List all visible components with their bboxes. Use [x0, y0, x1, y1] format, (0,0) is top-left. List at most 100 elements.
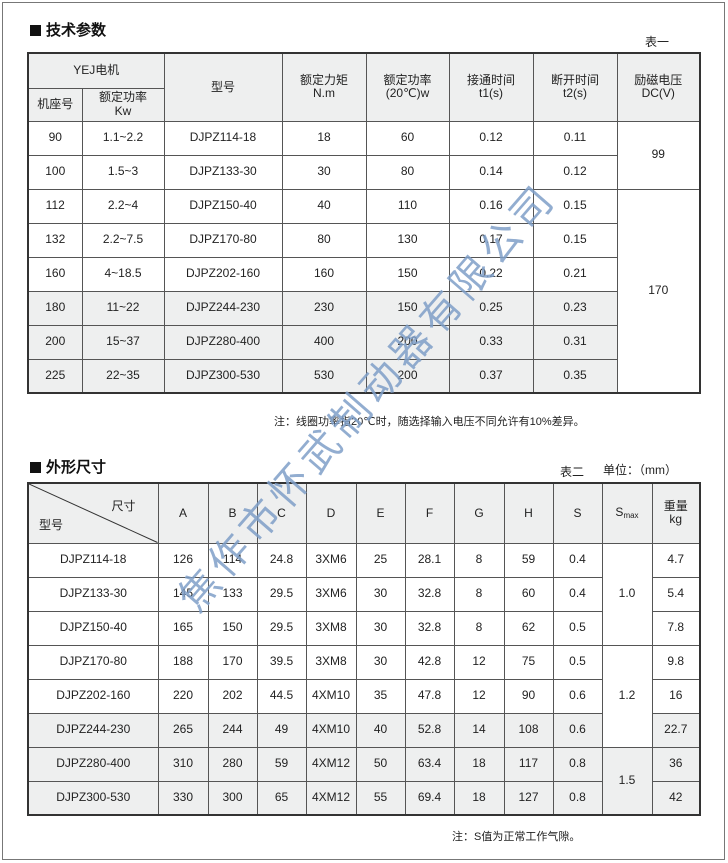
- cell-s: 0.4: [552, 542, 603, 578]
- header-weight: 重量 kg: [651, 482, 701, 544]
- cell-rated-power: 4~18.5: [81, 256, 165, 292]
- cell-weight: 36: [651, 746, 701, 782]
- header-c: C: [256, 482, 307, 544]
- cell-torque: 230: [281, 290, 367, 326]
- cell-c: 29.5: [256, 576, 307, 612]
- unit-label: 单位：（mm）: [603, 463, 677, 477]
- cell-b: 170: [207, 644, 258, 680]
- cell-c: 29.5: [256, 610, 307, 646]
- cell-e: 25: [355, 542, 406, 578]
- cell-torque: 530: [281, 358, 367, 394]
- header-smax: Smax: [601, 482, 653, 544]
- cell-frame-no: 112: [27, 188, 83, 224]
- cell-t1: 0.14: [448, 154, 534, 190]
- cell-d: 4XM12: [305, 746, 357, 782]
- cell-model: DJPZ202-160: [163, 256, 283, 292]
- cell-b: 280: [207, 746, 258, 782]
- cell-model: DJPZ133-30: [27, 576, 159, 612]
- cell-power: 130: [365, 222, 450, 258]
- cell-b: 300: [207, 780, 258, 816]
- header-model-label: 型号: [39, 518, 64, 533]
- cell-f: 28.1: [404, 542, 455, 578]
- table-row: DJPZ150-40 165 150 29.5 3XM8 30 32.8 8 62 0.5 7.8: [27, 610, 701, 646]
- cell-e: 55: [355, 780, 406, 816]
- cell-t2: 0.31: [532, 324, 618, 360]
- cell-power: 150: [365, 256, 450, 292]
- cell-power: 200: [365, 358, 450, 394]
- header-model-dimension-diagonal: 尺寸 型号: [27, 482, 159, 544]
- header-model: 型号: [163, 52, 283, 122]
- header-unit: Kw: [114, 103, 132, 118]
- table-row: DJPZ244-230 265 244 49 4XM10 40 52.8 14 108 0.6 22…: [27, 712, 701, 748]
- cell-smax: 1.5: [601, 746, 653, 816]
- cell-frame-no: 200: [27, 324, 83, 360]
- cell-dc-voltage: 99: [616, 120, 701, 190]
- cell-g: 12: [453, 678, 505, 714]
- cell-model: DJPZ280-400: [163, 324, 283, 360]
- cell-a: 220: [157, 678, 209, 714]
- header-h: H: [503, 482, 554, 544]
- cell-model: DJPZ280-400: [27, 746, 159, 782]
- header-unit: t2(s): [563, 86, 587, 101]
- header-label: S: [615, 504, 624, 519]
- cell-weight: 7.8: [651, 610, 701, 646]
- header-unit: t1(s): [479, 86, 503, 101]
- cell-b: 114: [207, 542, 258, 578]
- cell-smax: 1.2: [601, 644, 653, 748]
- cell-weight: 9.8: [651, 644, 701, 680]
- cell-g: 12: [453, 644, 505, 680]
- cell-b: 202: [207, 678, 258, 714]
- cell-rated-power: 15~37: [81, 324, 165, 360]
- header-unit: kg: [669, 512, 683, 527]
- cell-torque: 400: [281, 324, 367, 360]
- table-row: 180 11~22 DJPZ244-230 230 150 0.25 0.23: [27, 290, 700, 326]
- table-row: 225 22~35 DJPZ300-530 530 200 0.37 0.35: [27, 358, 700, 394]
- cell-f: 52.8: [404, 712, 455, 748]
- cell-h: 117: [503, 746, 554, 782]
- cell-h: 108: [503, 712, 554, 748]
- cell-t2: 0.21: [532, 256, 618, 292]
- header-yej-motor: YEJ电机: [27, 52, 165, 89]
- cell-t1: 0.12: [448, 120, 534, 156]
- cell-e: 40: [355, 712, 406, 748]
- header-label: 额定功率: [98, 90, 147, 105]
- cell-model: DJPZ300-530: [27, 780, 159, 816]
- header-label: 断开时间: [550, 73, 599, 88]
- cell-c: 24.8: [256, 542, 307, 578]
- cell-t2: 0.12: [532, 154, 618, 190]
- table-row: 132 2.2~7.5 DJPZ170-80 80 130 0.17 0.15: [27, 222, 700, 258]
- table-row: DJPZ202-160 220 202 44.5 4XM10 35 47.8 12 90 0.6 1…: [27, 678, 701, 714]
- cell-rated-power: 22~35: [81, 358, 165, 394]
- cell-a: 188: [157, 644, 209, 680]
- cell-t1: 0.22: [448, 256, 534, 292]
- cell-e: 50: [355, 746, 406, 782]
- cell-c: 59: [256, 746, 307, 782]
- cell-model: DJPZ114-18: [163, 120, 283, 156]
- table-row: 100 1.5~3 DJPZ133-30 30 80 0.14 0.12: [27, 154, 700, 190]
- cell-torque: 160: [281, 256, 367, 292]
- cell-t1: 0.16: [448, 188, 534, 224]
- cell-b: 133: [207, 576, 258, 612]
- cell-smax: 1.0: [601, 542, 653, 646]
- header-unit: N.m: [313, 86, 335, 101]
- cell-c: 39.5: [256, 644, 307, 680]
- header-label: 额定力矩: [299, 73, 348, 88]
- cell-weight: 42: [651, 780, 701, 816]
- cell-model: DJPZ133-30: [163, 154, 283, 190]
- cell-g: 18: [453, 746, 505, 782]
- cell-weight: 4.7: [651, 542, 701, 578]
- cell-h: 62: [503, 610, 554, 646]
- cell-frame-no: 100: [27, 154, 83, 190]
- cell-t2: 0.15: [532, 222, 618, 258]
- cell-s: 0.6: [552, 712, 603, 748]
- cell-dc-voltage: 170: [616, 188, 701, 394]
- header-dc-voltage: 励磁电压 DC(V): [616, 52, 701, 122]
- cell-a: 165: [157, 610, 209, 646]
- cell-g: 8: [453, 576, 505, 612]
- cell-c: 44.5: [256, 678, 307, 714]
- header-label: 励磁电压: [634, 73, 683, 88]
- cell-power: 150: [365, 290, 450, 326]
- cell-frame-no: 132: [27, 222, 83, 258]
- cell-a: 330: [157, 780, 209, 816]
- cell-model: DJPZ202-160: [27, 678, 159, 714]
